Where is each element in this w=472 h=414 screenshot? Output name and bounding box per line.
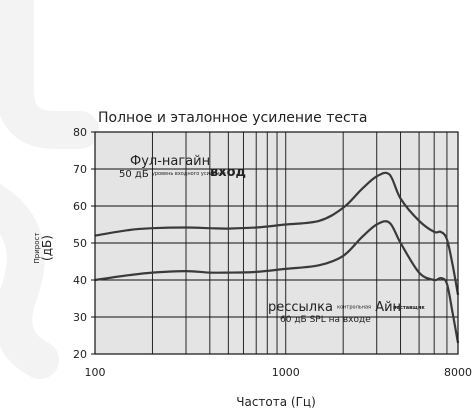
series-line-2 [94,220,460,344]
x-tick-labels: 100 1000 8000 [85,366,472,379]
y-axis-label: Прирост (дБ) [33,233,55,264]
y-tick-label-40: 40 [73,274,87,287]
annotation-full-gain-a: Фул [130,154,158,169]
horizontal-gridlines [95,168,458,318]
annotation-full-gain-level: 50 дБ [119,169,149,180]
annotation-full-gain: Фул-нагайн 50 дБ уровень входного усилен… [119,154,246,180]
y-tick-label-80: 80 [73,126,87,139]
chart-title: Полное и эталонное усиление теста [98,110,368,126]
y-tick-label-70: 70 [73,163,87,176]
y-axis-label-unit: (дБ) [40,235,55,261]
annotation-full-gain-small: уровень входного усиления [151,171,226,177]
annotation-reference-level: 60 дБ SPL на входе [280,315,371,325]
y-tick-label-60: 60 [73,200,87,213]
x-tick-label-1000: 1000 [272,366,300,379]
annotation-reference-b: Айн [375,300,402,315]
x-tick-label-8000: 8000 [444,366,472,379]
series-lines [94,171,460,344]
y-tick-label-50: 50 [73,237,87,250]
annotation-reference-small: контрольная [337,304,372,311]
annotation-full-gain-b: -нагайн [157,154,211,169]
x-axis-label: Частота (Гц) [236,395,316,409]
annotation-reference: рессылка контрольная Айн поставщик 60 дБ… [268,300,425,325]
y-tick-label-20: 20 [73,348,87,361]
annotation-full-gain-input: вход [210,165,247,180]
y-tick-labels: 20 30 40 50 60 70 80 [73,126,95,361]
x-tick-label-100: 100 [85,366,106,379]
y-tick-label-30: 30 [73,311,87,324]
series-line-1 [94,171,460,295]
annotation-reference-a: рессылка [268,300,333,315]
annotation-reference-c: поставщик [393,305,425,311]
